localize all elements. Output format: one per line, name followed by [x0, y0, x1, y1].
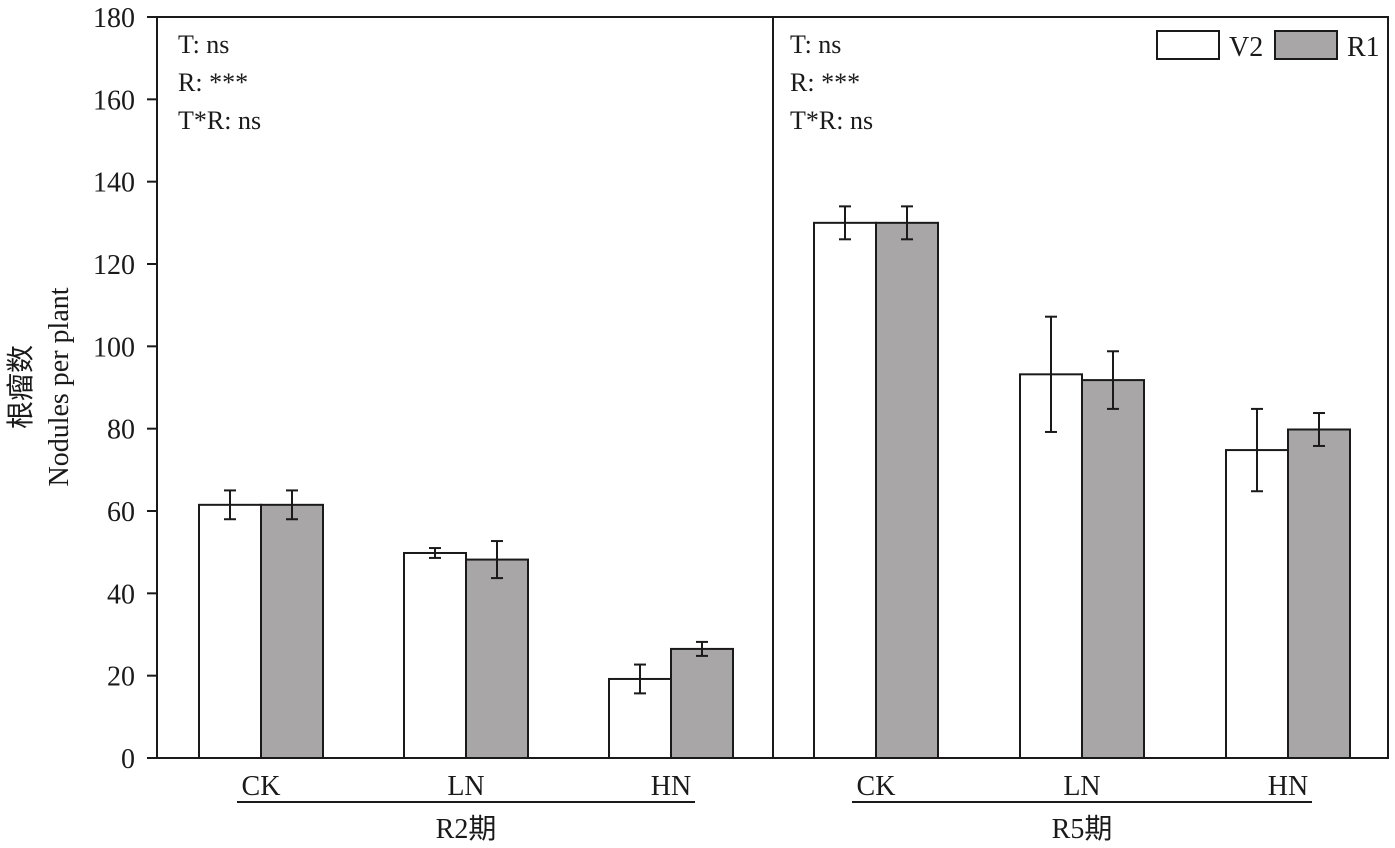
bars-layer [198, 221, 1351, 760]
stat-annotation: R: *** [178, 68, 248, 97]
y-tick-label: 160 [93, 85, 135, 116]
error-bars-layer [224, 205, 1325, 695]
legend-label-v2: V2 [1229, 32, 1263, 63]
legend-label-r1: R1 [1347, 32, 1380, 63]
y-tick-label: 120 [93, 250, 135, 281]
bar-r1 [465, 558, 529, 759]
y-tick-label: 40 [107, 579, 135, 610]
bar-r1 [875, 221, 939, 760]
y-axis-title: 根瘤数 Nodules per plant [5, 287, 75, 486]
y-tick-label: 60 [107, 497, 135, 528]
category-label: CK [242, 771, 281, 802]
y-tick-label: 0 [121, 744, 135, 775]
category-label: LN [1063, 771, 1100, 802]
category-label: HN [651, 771, 691, 802]
y-tick-label: 180 [93, 3, 135, 34]
legend-swatch-v2 [1156, 30, 1220, 60]
bar-v2 [198, 503, 262, 760]
bar-r1 [1081, 379, 1145, 759]
bar-r1 [260, 503, 324, 760]
bar-r1 [1287, 428, 1351, 759]
labels-layer: 0 20 40 60 80 100 120 140 160 180 CK LN HN R2期 T: ns R:… [93, 3, 1312, 845]
stat-annotation: T*R: ns [790, 106, 873, 135]
legend: V2 R1 [1156, 30, 1380, 63]
legend-swatch-r1 [1274, 30, 1338, 60]
axes-layer [147, 16, 1389, 759]
category-label: CK [857, 771, 896, 802]
bar-v2 [403, 551, 467, 759]
bar-v2 [1225, 449, 1289, 759]
bar-v2 [813, 221, 877, 760]
y-axis-title-en: Nodules per plant [44, 287, 75, 486]
y-tick-label: 20 [107, 662, 135, 693]
stat-annotation: T*R: ns [178, 106, 261, 135]
group-label: R2期 [436, 814, 497, 845]
bar-r1 [670, 647, 734, 759]
y-tick-label: 140 [93, 168, 135, 199]
group-label: R5期 [1052, 814, 1113, 845]
category-label: HN [1268, 771, 1308, 802]
stat-annotation: T: ns [178, 30, 229, 59]
stat-annotation: T: ns [790, 30, 841, 59]
y-tick-label: 80 [107, 415, 135, 446]
category-label: LN [447, 771, 484, 802]
y-tick-label: 100 [93, 332, 135, 363]
stat-annotation: R: *** [790, 68, 860, 97]
y-axis-title-cn: 根瘤数 [5, 345, 37, 429]
